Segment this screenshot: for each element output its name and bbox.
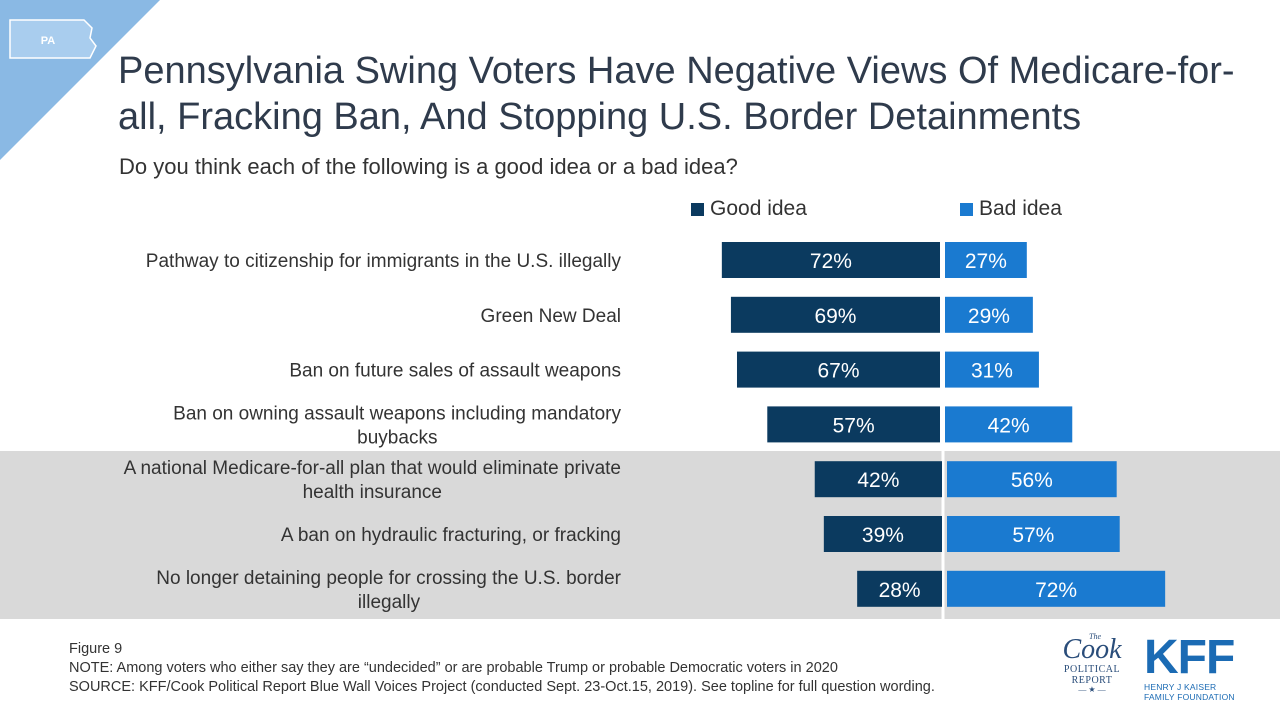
diverging-bar-chart: 72% 27% Pathway to citizenship for immigra…: [124, 242, 1166, 619]
data-label-good: 39%: [862, 524, 904, 547]
legend-label-bad: Bad idea: [979, 197, 1062, 220]
data-label-good: 42%: [857, 469, 899, 492]
state-label: PA: [41, 35, 56, 47]
bar-bad: [945, 296, 1033, 333]
bar-bad: [945, 406, 1073, 443]
data-label-bad: 31%: [971, 360, 1013, 383]
pennsylvania-outline-icon: [9, 19, 97, 59]
category-label: Ban on owning assault weapons including …: [173, 403, 621, 424]
data-label-bad: 57%: [1012, 524, 1054, 547]
category-label: buybacks: [357, 427, 437, 448]
page-title: Pennsylvania Swing Voters Have Negative …: [118, 50, 1235, 138]
category-label: Pathway to citizenship for immigrants in…: [146, 251, 622, 272]
data-label-bad: 56%: [1011, 469, 1053, 492]
data-label-good: 72%: [810, 250, 852, 273]
legend-swatch-bad: [960, 202, 973, 216]
bar-good: [767, 406, 940, 443]
legend-good: Good idea: [691, 197, 807, 221]
data-label-bad: 27%: [965, 250, 1007, 273]
star-icon: — ★ —: [1078, 685, 1106, 694]
state-corner-badge: PA: [0, 0, 160, 160]
bar-bad: [945, 242, 1027, 278]
data-label-good: 57%: [833, 414, 875, 437]
bar-good: [730, 296, 940, 333]
data-label-good: 69%: [814, 305, 856, 328]
legend-label-good: Good idea: [710, 197, 807, 220]
bar-good: [721, 242, 940, 278]
footer-note: NOTE: Among voters who either say they a…: [69, 660, 838, 676]
data-label-bad: 29%: [968, 305, 1010, 328]
footer-source: SOURCE: KFF/Cook Political Report Blue W…: [69, 679, 935, 695]
cook-political-report-logo: The Cook POLITICAL REPORT — ★ —: [1056, 632, 1128, 700]
chart-subtitle: Do you think each of the following is a …: [119, 154, 738, 179]
category-label: No longer detaining people for crossing …: [156, 568, 621, 589]
category-label: A national Medicare-for-all plan that wo…: [124, 458, 621, 479]
legend-swatch-good: [691, 202, 704, 216]
bar-bad: [947, 461, 1117, 498]
bar-good: [823, 516, 942, 552]
category-label: Green New Deal: [481, 306, 621, 327]
data-label-bad: 42%: [988, 414, 1030, 437]
category-label: Ban on future sales of assault weapons: [289, 361, 621, 382]
figure-number: Figure 9: [69, 641, 123, 657]
kff-logo: KFF HENRY J KAISER FAMILY FOUNDATION: [1144, 631, 1235, 703]
data-label-good: 67%: [817, 360, 859, 383]
bar-good: [814, 461, 942, 498]
bar-bad: [947, 570, 1166, 607]
bar-bad: [947, 516, 1120, 552]
category-label: illegally: [358, 592, 421, 613]
category-label: A ban on hydraulic fracturing, or fracki…: [281, 525, 621, 546]
legend-bad: Bad idea: [960, 197, 1062, 221]
category-label: health insurance: [303, 482, 442, 503]
data-label-bad: 72%: [1035, 579, 1077, 602]
bar-good: [736, 351, 940, 388]
footer: Figure 9 NOTE: Among voters who either s…: [69, 640, 935, 697]
bar-bad: [945, 351, 1039, 388]
bar-good: [857, 570, 942, 607]
data-label-good: 28%: [879, 579, 921, 602]
